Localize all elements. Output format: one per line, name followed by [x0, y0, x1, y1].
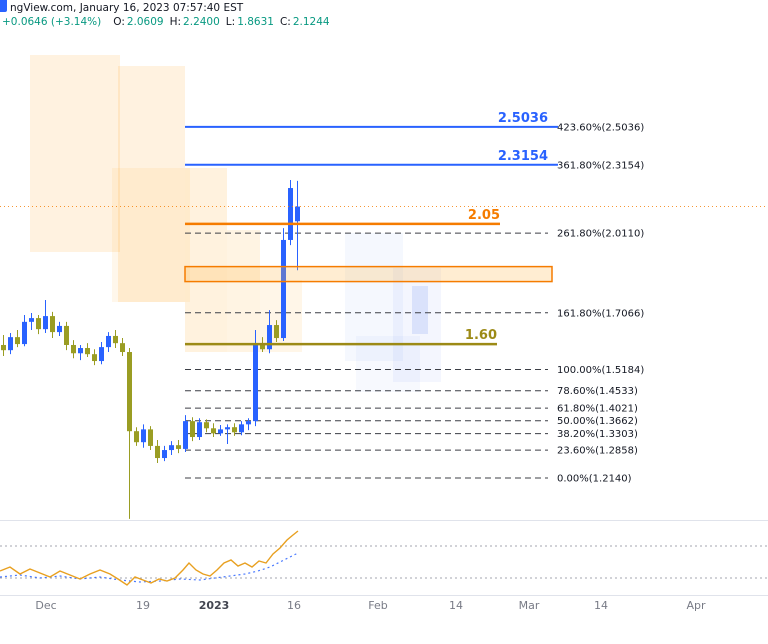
candle [36, 314, 41, 335]
ichimoku-cloud-blue [345, 233, 403, 361]
ichimoku-cloud-blue [412, 286, 428, 334]
fib-level-label: 38.20%(1.3303) [557, 429, 638, 440]
candle [127, 348, 132, 519]
ohlc-value: 2.2400 [183, 16, 220, 28]
candle [176, 439, 181, 454]
candle [148, 426, 153, 451]
candle [78, 344, 83, 361]
candle [183, 415, 188, 452]
ichimoku-cloud-peach [227, 230, 260, 352]
time-axis-label: Apr [686, 599, 706, 612]
horizontal-line-label[interactable]: 2.5036 [498, 111, 548, 126]
candle [218, 425, 223, 436]
ohlc-label: H: [169, 16, 182, 28]
ichimoku-cloud-blue [393, 268, 441, 382]
price-zone-box[interactable] [184, 265, 553, 283]
fib-level-label: 23.60%(1.2858) [557, 446, 638, 457]
time-axis[interactable]: Dec 19 2023 16 Feb 14 Mar 14 Apr [0, 599, 768, 617]
time-axis-label: 16 [287, 599, 301, 612]
candle [57, 321, 62, 336]
chart-legend: ngView.com, January 16, 2023 07:57:40 ES… [2, 0, 330, 30]
candle [295, 180, 300, 271]
fib-level-label: 261.80%(2.0110) [557, 229, 644, 240]
time-axis-label: Feb [368, 599, 388, 612]
candle [246, 418, 251, 431]
candle [92, 349, 97, 366]
ichimoku-cloud-blue [356, 336, 420, 392]
candle [162, 445, 167, 462]
candle [190, 417, 195, 442]
fib-level-label: 161.80%(1.7066) [557, 308, 644, 319]
candle [211, 423, 216, 438]
legend-title: ngView.com, January 16, 2023 07:57:40 ES… [10, 2, 244, 14]
candle [43, 300, 48, 333]
candle [85, 343, 90, 357]
fib-level-label: 361.80%(2.3154) [557, 160, 644, 171]
ohlc-label: L: [225, 16, 236, 28]
time-axis-label: 19 [136, 599, 150, 612]
candle [239, 421, 244, 436]
candle [225, 424, 230, 445]
ichimoku-cloud-peach [112, 168, 190, 302]
axis-divider [0, 595, 768, 596]
candle [253, 330, 258, 427]
candle [274, 320, 279, 342]
indicator-line-orange [0, 530, 299, 586]
indicator-panel[interactable] [0, 521, 768, 595]
time-axis-label: Dec [35, 599, 57, 612]
candle [1, 335, 6, 357]
fib-level-label: 61.80%(1.4021) [557, 404, 638, 415]
candle [232, 423, 237, 436]
time-axis-label: Mar [518, 599, 540, 612]
ohlc-values: O: 2.0609 H: 2.2400 L: 1.8631 C: 2.1244 [107, 16, 329, 28]
candle [134, 427, 139, 446]
ichimoku-cloud-peach [30, 55, 120, 252]
candle [71, 340, 76, 359]
candle [64, 321, 69, 351]
ohlc-label: C: [279, 16, 291, 28]
logo-fragment[interactable] [0, 0, 7, 12]
fib-level-label: 78.60%(1.4533) [557, 386, 638, 397]
main-price-chart[interactable]: 423.60%(2.5036) 361.80%(2.3154) 261.80%(2.… [0, 0, 768, 520]
price-change: +0.0646 (+3.14%) [2, 16, 102, 28]
horizontal-line-label[interactable]: 1.60 [465, 328, 497, 343]
candle [99, 341, 104, 365]
candle [113, 330, 118, 349]
indicator-line-blue [0, 552, 299, 583]
candle [169, 441, 174, 455]
fib-level-label: 423.60%(2.5036) [557, 122, 644, 133]
candle [22, 314, 27, 347]
candle [267, 310, 272, 354]
candle [50, 311, 55, 339]
fib-level-label: 100.00%(1.5184) [557, 365, 644, 376]
time-axis-label: 14 [449, 599, 463, 612]
ohlc-label: O: [113, 16, 125, 28]
time-axis-label: 2023 [198, 599, 230, 612]
candle [29, 312, 34, 331]
time-axis-label: 14 [594, 599, 608, 612]
candle [8, 332, 13, 355]
fib-level-label: 0.00%(1.2140) [557, 474, 632, 485]
candle [15, 330, 20, 348]
candle [141, 424, 146, 448]
candle [288, 179, 293, 246]
ohlc-value: 1.8631 [237, 16, 274, 28]
ohlc-value: 2.0609 [126, 16, 164, 28]
candle [120, 338, 125, 357]
ohlc-value: 2.1244 [292, 16, 330, 28]
horizontal-line-label[interactable]: 2.3154 [498, 149, 548, 164]
fib-level-label: 50.00%(1.3662) [557, 416, 638, 427]
horizontal-line-label[interactable]: 2.05 [468, 208, 500, 223]
ichimoku-cloud-peach [118, 66, 185, 302]
legend-ohlc-row: +0.0646 (+3.14%) O: 2.0609 H: 2.2400 L: 1.8631… [2, 15, 330, 30]
candle [106, 332, 111, 353]
candle [197, 418, 202, 440]
candle [281, 228, 286, 342]
candle [155, 439, 160, 464]
candle [204, 419, 209, 433]
ichimoku-cloud-peach [185, 168, 227, 352]
panel-divider[interactable] [0, 520, 768, 521]
